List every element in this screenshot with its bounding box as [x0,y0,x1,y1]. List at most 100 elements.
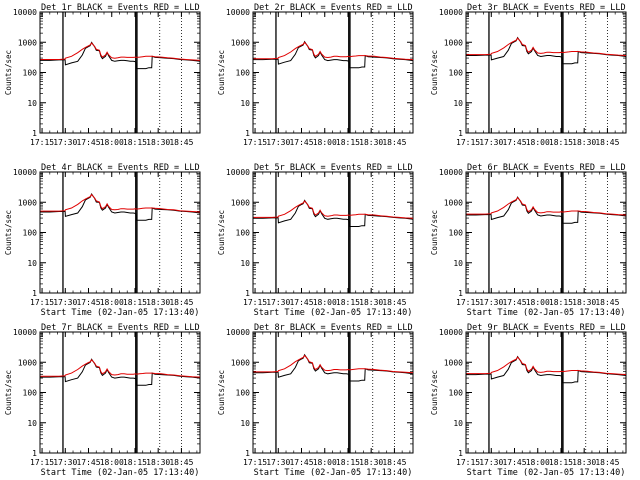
x-tick-label: 17:45 [289,298,313,307]
y-tick-label: 10000 [13,168,37,177]
x-tick-label: 17:45 [76,458,100,467]
x-tick-label: 17:15 [456,298,480,307]
panel-title: Det 3r BLACK = Events RED = LLD [467,3,626,13]
x-axis-label: Start Time (02-Jan-05 17:13:40) [41,308,200,318]
y-tick-label: 10000 [439,328,463,337]
events-series-line [253,353,414,382]
x-tick-label: 18:45 [382,298,406,307]
x-tick-label: 18:45 [595,458,619,467]
y-tick-label: 100 [23,229,38,238]
y-tick-label: 10 [240,259,250,268]
x-tick-label: 17:15 [456,458,480,467]
x-tick-label: 18:30 [359,458,383,467]
y-tick-label: 1 [458,129,463,138]
plot-frame [465,171,627,294]
plot-frame [39,11,201,134]
events-series-line [253,199,414,227]
x-tick-label: 18:45 [382,138,406,147]
detector-panel: 1 10 100 1000 10000 17:15 17:30 17:45 18:00 18:15… [430,323,627,478]
x-tick-label: 17:30 [53,138,77,147]
x-tick-label: 18:30 [359,298,383,307]
x-tick-label: 18:30 [146,298,170,307]
y-tick-label: 100 [23,69,38,78]
y-tick-label: 100 [449,229,464,238]
y-tick-label: 100 [23,389,38,398]
x-tick-label: 17:30 [266,298,290,307]
y-tick-label: 1 [458,449,463,458]
y-tick-label: 1000 [444,198,463,207]
x-tick-label: 18:30 [572,298,596,307]
lld-series-line [40,359,201,378]
detector-panel: 1 10 100 1000 10000 17:15 17:30 17:45 18:00 18:15… [217,163,414,318]
x-tick-label: 18:15 [336,138,360,147]
x-tick-label: 17:15 [30,298,54,307]
plot-frame [39,331,201,454]
lld-series-line [40,42,201,61]
plot-frame [465,11,627,134]
x-axis-label: Start Time (02-Jan-05 17:13:40) [254,468,413,478]
x-tick-label: 17:15 [30,138,54,147]
detector-panel: 1 10 100 1000 10000 17:15 17:30 17:45 18:00 18:15… [4,323,201,478]
x-tick-label: 17:30 [53,458,77,467]
detector-panel: 1 10 100 1000 10000 17:15 17:30 17:45 18:00 18:15… [4,163,201,318]
y-tick-label: 10000 [439,168,463,177]
panel-title: Det 8r BLACK = Events RED = LLD [254,323,413,333]
y-tick-label: 10 [453,99,463,108]
y-axis-label: Counts/sec [4,370,13,415]
y-tick-label: 1 [32,449,37,458]
y-tick-label: 10000 [13,328,37,337]
y-tick-label: 100 [236,229,251,238]
x-tick-label: 17:45 [76,298,100,307]
y-tick-label: 10000 [13,8,37,17]
x-tick-label: 18:00 [313,298,337,307]
y-tick-label: 100 [449,69,464,78]
x-tick-label: 18:45 [595,138,619,147]
x-tick-label: 17:45 [502,458,526,467]
x-axis-label: Start Time (02-Jan-05 17:13:40) [41,468,200,478]
y-tick-label: 10000 [226,8,250,17]
y-tick-label: 100 [236,69,251,78]
x-tick-label: 18:00 [100,298,124,307]
x-tick-label: 18:15 [549,458,573,467]
panel-title: Det 4r BLACK = Events RED = LLD [41,163,200,173]
y-tick-label: 1000 [18,358,37,367]
x-tick-label: 18:00 [100,138,124,147]
x-tick-label: 18:00 [313,458,337,467]
y-axis-label: Counts/sec [217,370,226,415]
events-series-line [40,358,201,386]
x-axis-label: Start Time (02-Jan-05 17:13:40) [467,308,626,318]
x-tick-label: 17:45 [76,138,100,147]
y-tick-label: 10 [240,419,250,428]
x-tick-label: 18:00 [526,458,550,467]
y-axis-label: Counts/sec [430,210,439,255]
y-tick-label: 100 [449,389,464,398]
x-tick-label: 18:00 [526,298,550,307]
y-tick-label: 1000 [18,38,37,47]
x-tick-label: 17:15 [243,458,267,467]
x-tick-label: 18:45 [169,298,193,307]
y-tick-label: 1 [245,129,250,138]
x-tick-label: 18:45 [169,458,193,467]
lld-series-line [40,193,201,213]
y-tick-label: 100 [236,389,251,398]
x-tick-label: 17:15 [456,138,480,147]
y-tick-label: 1000 [444,358,463,367]
events-series-line [466,36,627,65]
x-tick-label: 18:15 [123,138,147,147]
x-tick-label: 18:30 [146,138,170,147]
events-series-line [466,196,627,224]
x-tick-label: 18:15 [336,458,360,467]
x-tick-label: 17:30 [266,138,290,147]
y-tick-label: 10 [27,259,37,268]
y-tick-label: 10 [453,419,463,428]
y-tick-label: 10000 [439,8,463,17]
plot-frame [252,331,414,454]
y-tick-label: 1 [32,289,37,298]
panel-title: Det 7r BLACK = Events RED = LLD [41,323,200,333]
y-tick-label: 1 [245,449,250,458]
x-tick-label: 18:45 [382,458,406,467]
x-tick-label: 17:30 [479,298,503,307]
y-axis-label: Counts/sec [217,210,226,255]
panel-title: Det 6r BLACK = Events RED = LLD [467,163,626,173]
